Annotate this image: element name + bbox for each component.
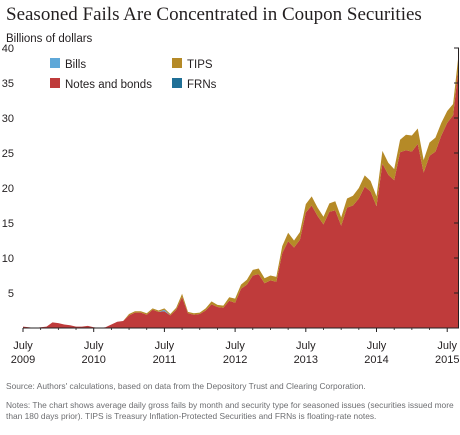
source-note: Source: Authors' calculations, based on … [6,381,366,391]
legend-swatch-frns [172,78,182,88]
y-tick-label: 20 [2,183,14,195]
x-tick-label-month: July [225,340,245,352]
x-tick-label-month: July [437,340,457,352]
y-axis-unit-label: Billions of dollars [6,33,93,45]
area-series-group [23,50,459,329]
x-tick-label-year: 2013 [294,354,318,366]
x-tick-label-month: July [84,340,104,352]
y-tick-label: 40 [2,43,14,55]
y-tick-label: 30 [2,113,14,125]
y-tick-label: 5 [8,288,14,300]
x-tick-label-month: July [155,340,175,352]
area-tips [23,50,459,328]
area-notes-and-bonds [23,63,459,329]
x-tick-label-year: 2015 [435,354,459,366]
x-tick-label-year: 2014 [364,354,388,366]
x-tick-labels: July 2009 July 2010 July 2011 July 2012 July 2013… [11,340,460,366]
y-tick-labels: 5 10 15 20 25 30 35 40 [2,43,14,300]
legend-swatch-bills [50,58,60,68]
x-tick-label-month: July [296,340,316,352]
legend-label-tips: TIPS [187,59,213,71]
x-tick-label-year: 2011 [153,354,177,366]
x-tick-label-year: 2009 [11,354,35,366]
y-tick-label: 10 [2,253,14,265]
legend-label-bills: Bills [65,59,86,71]
y-tick-label: 15 [2,218,14,230]
x-tick-label-year: 2012 [223,354,247,366]
x-tick-label-year: 2010 [81,354,105,366]
chart-notes: Notes: The chart shows average daily gro… [6,400,454,421]
legend-label-notes-and-bonds: Notes and bonds [65,79,152,91]
legend-swatch-notes-and-bonds [50,78,60,88]
y-tick-label: 35 [2,78,14,90]
chart-title: Seasoned Fails Are Concentrated in Coupo… [6,4,422,25]
x-tick-label-month: July [13,340,33,352]
x-tick-label-month: July [367,340,387,352]
y-tick-label: 25 [2,148,14,160]
axes [22,47,459,332]
legend-swatch-tips [172,58,182,68]
legend-label-frns: FRNs [187,79,217,91]
legend: Bills Notes and bonds TIPS FRNs [50,58,217,91]
